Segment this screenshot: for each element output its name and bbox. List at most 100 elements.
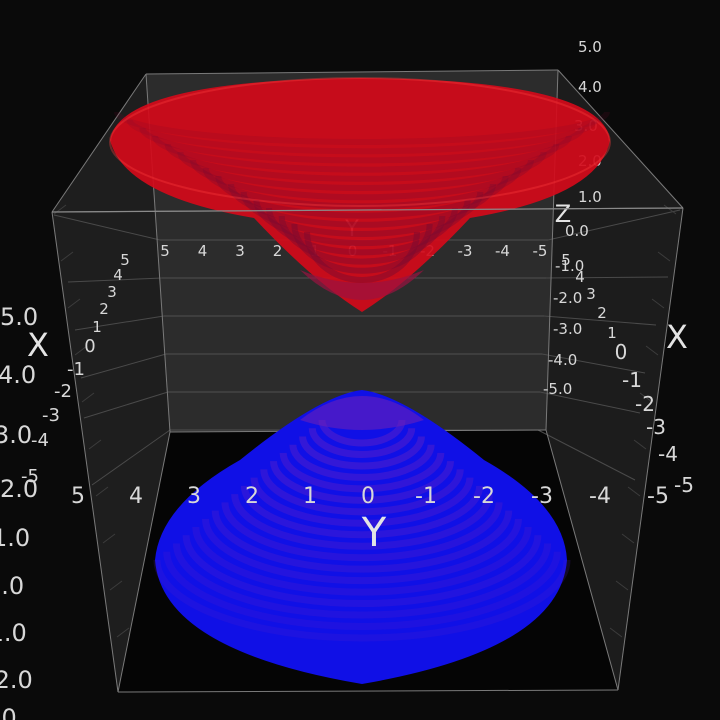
lower-sheet-contour [269, 460, 455, 504]
lower-sheet-contour [153, 559, 571, 642]
y-tick-label-top: -5 [533, 242, 548, 260]
frame-front-top-edge [51, 207, 684, 213]
grid-left-wall-line [53, 214, 161, 241]
y-tick-label-bottom: 1 [303, 484, 317, 509]
frame-edge [545, 429, 619, 691]
y-tick-label-top: 2 [273, 242, 283, 260]
upper-sheet-contour [190, 159, 534, 201]
z-tick-label: 5.0 [578, 38, 602, 56]
frame-edge [51, 211, 119, 693]
z-tick-label: 1.0 [578, 188, 602, 206]
y-tick-label-bottom: 3 [187, 484, 201, 509]
grid-tick-mark [651, 298, 665, 309]
x-axis-label-left: X [27, 326, 49, 364]
x-tick-label-right: 5 [561, 251, 571, 269]
y-tick-label-bottom: -1 [415, 484, 437, 509]
grid-right-wall-line [537, 429, 636, 481]
y-axis-label-bottom: Y [361, 510, 387, 556]
x-tick-label-right: -4 [658, 442, 678, 466]
y-tick-label-top: -3 [458, 242, 473, 260]
x-tick-label-right: -1 [622, 368, 642, 392]
x-tick-label-right: 3 [586, 285, 596, 303]
x-tick-label-right: -5 [674, 473, 694, 497]
lower-sheet-contour [202, 518, 522, 585]
grid-tick-mark [663, 204, 677, 215]
lower-sheet-contour [318, 419, 406, 447]
grid-tick-mark [95, 486, 109, 497]
x-tick-label-left: 4 [113, 266, 123, 284]
upper-sheet-contour [228, 183, 496, 228]
upper-sheet-contour [278, 215, 446, 265]
grid-left-wall-line [83, 391, 169, 419]
x-tick-label-left: -4 [31, 430, 49, 451]
z-tick-label: -1.0 [555, 257, 584, 275]
z-tick-label: 4.0 [578, 78, 602, 96]
z-tick-label: -3.0 [553, 320, 582, 338]
grid-left-wall-line [80, 353, 167, 379]
wall-left [52, 74, 170, 692]
upper-sheet-contour [152, 135, 572, 173]
upper-sheet-fill [110, 78, 610, 312]
y-tick-label-bottom: 2 [245, 484, 259, 509]
z-tick-label-left: 0.0 [0, 572, 24, 600]
frame-edge [51, 73, 147, 213]
grid-right-wall-line [543, 315, 657, 326]
x-tick-label-left: -5 [21, 466, 39, 487]
x-tick-label-right: 4 [575, 268, 585, 286]
lower-sheet-fill [155, 390, 567, 684]
x-tick-label-right: -3 [646, 415, 666, 439]
z-tick-label: 0.0 [565, 222, 589, 240]
x-tick-label-left: -2 [54, 381, 72, 402]
grid-tick-mark [627, 486, 641, 497]
lower-sheet-apex [300, 396, 424, 430]
upper-sheet-contour [253, 199, 471, 247]
grid-tick-mark [60, 251, 74, 262]
x-tick-label-left: -1 [67, 359, 85, 380]
upper-sheet-contour [114, 111, 610, 145]
lower-sheet-contour [172, 543, 552, 619]
grid-left-wall-line [74, 315, 165, 331]
z-tick-label-left: 1.0 [0, 524, 30, 552]
z-tick-label: -5.0 [543, 380, 572, 398]
z-tick-label: -4.0 [548, 351, 577, 369]
grid-tick-mark [621, 533, 635, 544]
grid-tick-mark [615, 580, 629, 591]
y-tick-label-bottom: 4 [129, 484, 143, 509]
grid-right-wall-line [547, 209, 681, 241]
z-tick-label-left: -1.0 [0, 619, 27, 647]
lower-sheet-contour [260, 469, 464, 516]
x-axis-label-right: X [666, 318, 688, 356]
upper-sheet-contour [126, 119, 598, 155]
frame-edge [145, 69, 559, 75]
z-tick-label-left: 5.0 [0, 303, 38, 331]
z-tick-label-left: 4.0 [0, 361, 36, 389]
upper-sheet-surface [109, 77, 611, 312]
upper-sheet-contour [266, 207, 458, 256]
grid-tick-mark [657, 251, 671, 262]
lower-sheet-contour [299, 436, 425, 470]
z-tick-label-left: -2.0 [0, 666, 33, 694]
x-tick-label-left: 2 [99, 300, 109, 318]
x-tick-label-left: 5 [120, 251, 130, 269]
upper-sheet-contour [177, 151, 547, 191]
grid-tick-mark [74, 345, 88, 356]
grid-tick-mark [609, 627, 623, 638]
grid-tick-mark [116, 627, 130, 638]
z-tick-label-left: 2.0 [0, 475, 38, 503]
frame-edge [617, 207, 684, 691]
x-tick-label-left: 3 [107, 283, 117, 301]
grid-right-wall-line [541, 353, 646, 374]
y-tick-label-bottom: -2 [473, 484, 495, 509]
lower-sheet-contour [221, 502, 503, 562]
grid-right-wall-line [539, 391, 641, 414]
lower-sheet-contour [163, 551, 561, 630]
grid-right-wall-line [545, 276, 669, 279]
x-tick-label-right: 2 [597, 304, 607, 322]
y-tick-label-bottom: -4 [589, 484, 611, 509]
grid-left-wall-line [91, 429, 171, 486]
z-tick-label-left: 3.0 [0, 421, 32, 449]
x-tick-label-right: 1 [607, 324, 617, 342]
